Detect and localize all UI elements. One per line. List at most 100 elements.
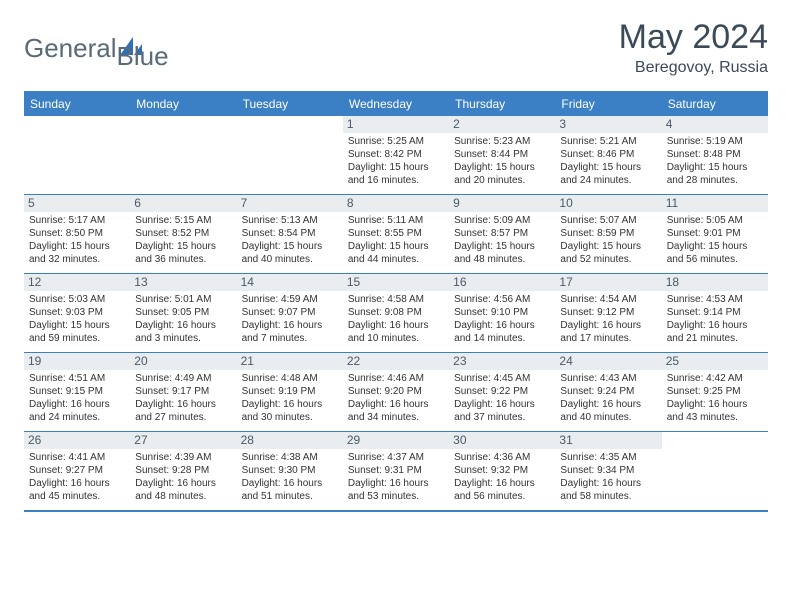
day-number: 16 xyxy=(449,274,555,291)
day-detail-line: Sunset: 8:42 PM xyxy=(348,149,444,162)
day-cell: 21Sunrise: 4:48 AMSunset: 9:19 PMDayligh… xyxy=(237,353,343,431)
day-number: 9 xyxy=(449,195,555,212)
day-detail-line: and 17 minutes. xyxy=(560,333,656,346)
day-detail-line: and 30 minutes. xyxy=(242,412,338,425)
day-detail-line: Sunrise: 4:53 AM xyxy=(667,294,763,307)
day-cell: 15Sunrise: 4:58 AMSunset: 9:08 PMDayligh… xyxy=(343,274,449,352)
day-cell: 2Sunrise: 5:23 AMSunset: 8:44 PMDaylight… xyxy=(449,116,555,194)
day-detail-line: Sunrise: 5:13 AM xyxy=(242,215,338,228)
day-cell: 7Sunrise: 5:13 AMSunset: 8:54 PMDaylight… xyxy=(237,195,343,273)
day-detail-line: and 7 minutes. xyxy=(242,333,338,346)
day-number: 18 xyxy=(662,274,768,291)
week-row: 1Sunrise: 5:25 AMSunset: 8:42 PMDaylight… xyxy=(24,115,768,194)
day-detail-line: and 48 minutes. xyxy=(135,491,231,504)
day-number xyxy=(662,432,768,449)
day-cell: 4Sunrise: 5:19 AMSunset: 8:48 PMDaylight… xyxy=(662,116,768,194)
day-detail-line: Daylight: 16 hours xyxy=(242,399,338,412)
day-detail-line: Sunrise: 4:46 AM xyxy=(348,373,444,386)
day-cell: 17Sunrise: 4:54 AMSunset: 9:12 PMDayligh… xyxy=(555,274,661,352)
day-number: 27 xyxy=(130,432,236,449)
day-number: 17 xyxy=(555,274,661,291)
day-detail-line: Sunset: 8:55 PM xyxy=(348,228,444,241)
day-cell: 18Sunrise: 4:53 AMSunset: 9:14 PMDayligh… xyxy=(662,274,768,352)
day-detail-line: Sunrise: 4:49 AM xyxy=(135,373,231,386)
day-detail-line: Sunrise: 4:54 AM xyxy=(560,294,656,307)
day-detail-line: Sunrise: 5:11 AM xyxy=(348,215,444,228)
day-detail-line: Sunrise: 5:03 AM xyxy=(29,294,125,307)
day-cell xyxy=(662,432,768,510)
day-detail-line: Sunrise: 4:51 AM xyxy=(29,373,125,386)
day-detail-line: Sunrise: 5:07 AM xyxy=(560,215,656,228)
day-detail-line: Daylight: 15 hours xyxy=(667,241,763,254)
day-detail-line: Sunrise: 4:35 AM xyxy=(560,452,656,465)
day-number: 14 xyxy=(237,274,343,291)
day-detail-line: Daylight: 16 hours xyxy=(135,320,231,333)
day-detail-line: Sunrise: 5:09 AM xyxy=(454,215,550,228)
day-detail-line: and 34 minutes. xyxy=(348,412,444,425)
day-cell: 24Sunrise: 4:43 AMSunset: 9:24 PMDayligh… xyxy=(555,353,661,431)
day-detail-line: Sunset: 8:54 PM xyxy=(242,228,338,241)
day-detail-line: Daylight: 16 hours xyxy=(560,478,656,491)
day-detail-line: Daylight: 15 hours xyxy=(560,241,656,254)
day-cell: 14Sunrise: 4:59 AMSunset: 9:07 PMDayligh… xyxy=(237,274,343,352)
day-detail-line: Sunset: 8:59 PM xyxy=(560,228,656,241)
day-detail-line: and 32 minutes. xyxy=(29,254,125,267)
day-detail-line: and 16 minutes. xyxy=(348,175,444,188)
day-cell: 12Sunrise: 5:03 AMSunset: 9:03 PMDayligh… xyxy=(24,274,130,352)
logo-text-2: Blue xyxy=(117,41,169,71)
day-detail-line: Daylight: 15 hours xyxy=(29,320,125,333)
day-detail-line: Sunset: 9:24 PM xyxy=(560,386,656,399)
day-detail-line: and 27 minutes. xyxy=(135,412,231,425)
page-title: May 2024 xyxy=(619,18,768,57)
day-cell: 28Sunrise: 4:38 AMSunset: 9:30 PMDayligh… xyxy=(237,432,343,510)
day-detail-line: Sunrise: 4:37 AM xyxy=(348,452,444,465)
day-cell: 6Sunrise: 5:15 AMSunset: 8:52 PMDaylight… xyxy=(130,195,236,273)
dayhead-tue: Tuesday xyxy=(237,93,343,115)
day-detail-line: Sunrise: 4:45 AM xyxy=(454,373,550,386)
day-cell: 26Sunrise: 4:41 AMSunset: 9:27 PMDayligh… xyxy=(24,432,130,510)
day-detail-line: Sunset: 9:31 PM xyxy=(348,465,444,478)
day-cell: 8Sunrise: 5:11 AMSunset: 8:55 PMDaylight… xyxy=(343,195,449,273)
day-cell: 23Sunrise: 4:45 AMSunset: 9:22 PMDayligh… xyxy=(449,353,555,431)
day-detail-line: Sunrise: 5:05 AM xyxy=(667,215,763,228)
day-detail-line: Sunset: 8:50 PM xyxy=(29,228,125,241)
day-number: 3 xyxy=(555,116,661,133)
day-detail-line: Sunrise: 4:42 AM xyxy=(667,373,763,386)
day-detail-line: Sunrise: 4:36 AM xyxy=(454,452,550,465)
day-detail-line: Daylight: 15 hours xyxy=(29,241,125,254)
day-detail-line: Daylight: 16 hours xyxy=(348,399,444,412)
day-detail-line: Daylight: 16 hours xyxy=(560,320,656,333)
day-number xyxy=(237,116,343,133)
day-number: 7 xyxy=(237,195,343,212)
day-cell: 31Sunrise: 4:35 AMSunset: 9:34 PMDayligh… xyxy=(555,432,661,510)
day-detail-line: Daylight: 15 hours xyxy=(348,162,444,175)
day-cell: 9Sunrise: 5:09 AMSunset: 8:57 PMDaylight… xyxy=(449,195,555,273)
day-detail-line: and 21 minutes. xyxy=(667,333,763,346)
day-header-row: Sunday Monday Tuesday Wednesday Thursday… xyxy=(24,93,768,115)
day-number: 8 xyxy=(343,195,449,212)
day-detail-line: and 20 minutes. xyxy=(454,175,550,188)
title-block: May 2024 Beregovoy, Russia xyxy=(619,18,768,77)
week-row: 19Sunrise: 4:51 AMSunset: 9:15 PMDayligh… xyxy=(24,352,768,431)
day-cell: 22Sunrise: 4:46 AMSunset: 9:20 PMDayligh… xyxy=(343,353,449,431)
day-detail-line: Daylight: 16 hours xyxy=(454,478,550,491)
day-number: 26 xyxy=(24,432,130,449)
day-detail-line: and 53 minutes. xyxy=(348,491,444,504)
day-cell: 20Sunrise: 4:49 AMSunset: 9:17 PMDayligh… xyxy=(130,353,236,431)
day-detail-line: Sunrise: 4:39 AM xyxy=(135,452,231,465)
day-detail-line: and 28 minutes. xyxy=(667,175,763,188)
day-detail-line: Sunset: 9:15 PM xyxy=(29,386,125,399)
day-detail-line: Sunset: 9:10 PM xyxy=(454,307,550,320)
day-detail-line: and 56 minutes. xyxy=(454,491,550,504)
location-subtitle: Beregovoy, Russia xyxy=(619,59,768,77)
day-detail-line: and 3 minutes. xyxy=(135,333,231,346)
day-detail-line: Sunset: 9:14 PM xyxy=(667,307,763,320)
day-cell: 3Sunrise: 5:21 AMSunset: 8:46 PMDaylight… xyxy=(555,116,661,194)
day-detail-line: Sunrise: 4:41 AM xyxy=(29,452,125,465)
day-detail-line: Daylight: 15 hours xyxy=(667,162,763,175)
day-cell: 19Sunrise: 4:51 AMSunset: 9:15 PMDayligh… xyxy=(24,353,130,431)
day-number: 30 xyxy=(449,432,555,449)
day-detail-line: Sunset: 8:52 PM xyxy=(135,228,231,241)
day-detail-line: and 45 minutes. xyxy=(29,491,125,504)
day-number: 28 xyxy=(237,432,343,449)
